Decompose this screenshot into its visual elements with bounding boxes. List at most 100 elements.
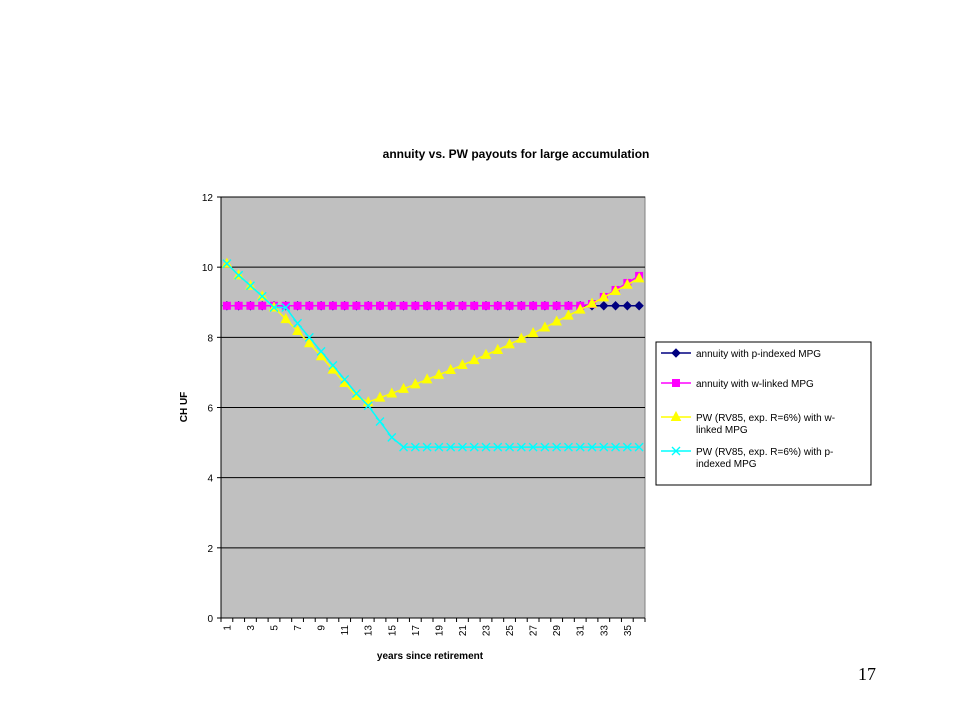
y-axis-label: CH UF [179, 392, 190, 423]
data-point [292, 324, 303, 336]
data-point [611, 442, 621, 452]
x-tick-label: 27 [529, 625, 540, 637]
data-point [374, 391, 386, 402]
data-point [234, 301, 243, 310]
data-point [599, 301, 609, 311]
y-tick-label: 0 [207, 614, 213, 625]
y-tick-label: 10 [202, 263, 214, 274]
legend-swatch-marker [671, 348, 681, 358]
x-tick-label: 33 [599, 625, 610, 637]
x-tick-label: 13 [364, 625, 375, 637]
data-point [399, 301, 408, 310]
data-point [552, 301, 561, 310]
data-point [364, 301, 373, 310]
data-point [234, 270, 244, 280]
data-point [457, 442, 467, 452]
data-point [539, 321, 551, 332]
data-point [293, 301, 302, 310]
data-point [492, 343, 504, 354]
data-point [563, 309, 574, 320]
data-point [470, 301, 479, 310]
legend: annuity with p-indexed MPG annuity with w… [655, 341, 872, 486]
data-point [340, 301, 349, 310]
y-tick-label: 4 [207, 474, 213, 485]
data-point [245, 281, 255, 291]
data-point [516, 442, 526, 452]
data-point [434, 442, 444, 452]
legend-box [655, 341, 872, 486]
data-point [269, 303, 279, 313]
data-point [610, 301, 621, 311]
legend-label: indexed MPG [696, 459, 757, 470]
data-point [457, 358, 468, 370]
data-point [317, 301, 326, 310]
data-point [410, 378, 421, 389]
legend-entry: annuity with p-indexed MPG [661, 348, 821, 360]
series-lines [221, 257, 645, 452]
data-point [505, 442, 515, 452]
data-point [434, 301, 443, 310]
data-point [340, 374, 350, 384]
legend-swatch-marker [670, 410, 682, 421]
data-point [529, 301, 538, 310]
data-point [493, 442, 503, 452]
legend-entry: PW (RV85, exp. R=6%) with p-indexed MPG [661, 446, 833, 470]
data-point [445, 363, 456, 374]
data-point [586, 297, 598, 308]
data-point [599, 442, 609, 452]
data-point [482, 301, 490, 310]
x-tick-label: 15 [387, 625, 398, 637]
data-point [493, 301, 502, 310]
data-point [574, 303, 586, 314]
x-tick-label: 11 [340, 625, 351, 636]
legend-swatch-marker [671, 446, 681, 456]
data-point [423, 301, 432, 310]
data-point [446, 442, 456, 452]
data-point [528, 442, 538, 452]
x-tick-label: 31 [576, 625, 587, 637]
data-point [480, 348, 492, 359]
data-point [540, 442, 550, 452]
x-tick-label: 5 [270, 625, 281, 631]
data-point [469, 442, 479, 452]
data-point [551, 315, 562, 326]
data-point [222, 301, 231, 310]
x-tick-label: 9 [317, 625, 328, 631]
data-point [376, 301, 384, 310]
data-point [304, 337, 315, 348]
data-point [634, 301, 644, 311]
x-tick-label: 21 [458, 625, 469, 637]
data-point [458, 301, 467, 310]
data-point [399, 442, 409, 452]
data-point [305, 301, 314, 310]
data-point [398, 382, 409, 393]
data-point [505, 301, 514, 310]
x-tick-label: 25 [505, 625, 516, 637]
gridlines [221, 196, 645, 549]
x-tick-label: 3 [246, 625, 257, 631]
data-point [304, 332, 314, 342]
data-point [527, 327, 539, 338]
y-tick-label: 6 [207, 404, 213, 415]
legend-label: PW (RV85, exp. R=6%) with w- [696, 413, 835, 424]
data-point [446, 301, 455, 310]
data-point [421, 373, 433, 384]
data-point [257, 291, 267, 301]
data-point [598, 291, 610, 302]
data-point [563, 442, 573, 452]
legend-label: annuity with w-linked MPG [696, 379, 814, 390]
data-point [386, 387, 398, 398]
legend-label: PW (RV85, exp. R=6%) with p- [696, 447, 833, 458]
data-point [328, 301, 337, 310]
y-tick-label: 12 [202, 193, 214, 204]
data-point [622, 301, 633, 311]
data-point [281, 303, 291, 313]
data-point [281, 301, 290, 310]
x-tick-label: 1 [222, 625, 233, 631]
data-point [351, 388, 361, 398]
data-point [293, 318, 303, 328]
data-point [363, 401, 373, 411]
data-point [375, 417, 385, 427]
x-tick-label: 7 [293, 625, 304, 631]
